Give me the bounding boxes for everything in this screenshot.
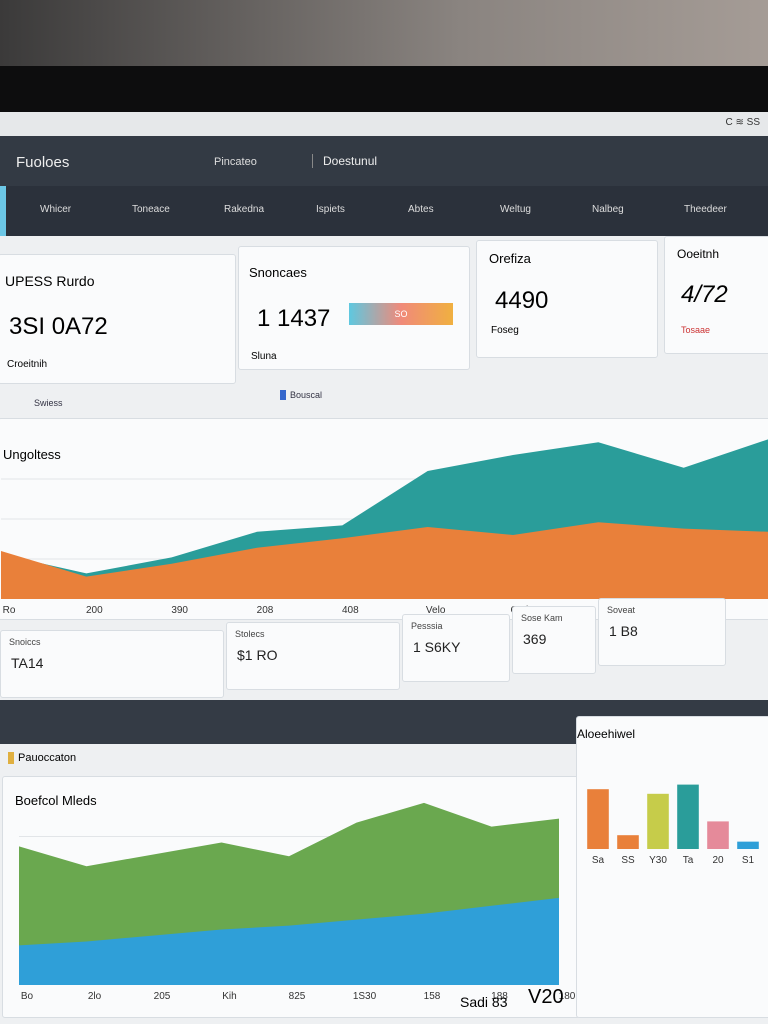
x-tick-label: Ta: [683, 855, 694, 866]
chart-title: Ungoltess: [3, 447, 61, 462]
x-tick-label: Sa: [592, 855, 605, 866]
card-caption: Tosaae: [681, 325, 711, 335]
kpi-value: 369: [523, 631, 547, 647]
bar: [617, 835, 639, 849]
bar: [587, 789, 609, 849]
x-tick-label: 1S30: [353, 991, 377, 1002]
footer-value: V20: [528, 986, 564, 1008]
panel: Aloeehiwel Sa SS Y30 Ta 20 S1: [576, 716, 768, 1018]
kpi-card: Stolecs $1 RO: [226, 622, 400, 690]
nav-item[interactable]: Whicer: [40, 204, 72, 215]
nav-item[interactable]: Ispiets: [316, 204, 345, 215]
card-title: UPESS Rurdo: [5, 273, 95, 289]
nav-item[interactable]: Theedeer: [684, 204, 727, 215]
background: [0, 0, 768, 66]
kpi-label: Sose Kam: [521, 613, 563, 623]
x-tick-label: 825: [289, 991, 306, 1002]
nav-item[interactable]: Weltug: [500, 204, 531, 215]
card: Snoncaes 1 1437 SO Sluna: [238, 246, 470, 370]
footer-text: Sadi 83: [460, 994, 508, 1010]
kpi-value: 1 S6KY: [413, 639, 461, 655]
bezel: [0, 66, 768, 112]
card-caption: Foseg: [491, 325, 519, 336]
status-text: C ≋ SS: [725, 117, 761, 128]
kpi-value: TA14: [11, 655, 44, 671]
area: [1, 522, 768, 599]
app-title: Fuoloes: [16, 154, 70, 171]
card-value: 1 1437: [257, 305, 331, 332]
card-value: 3SI 0A72: [9, 313, 108, 340]
kpi-value: 1 B8: [609, 623, 638, 639]
x-tick-label: Kih: [222, 991, 236, 1002]
card: Orefiza 4490 Foseg: [476, 240, 658, 358]
card: UPESS Rurdo 3SI 0A72 Croeitnih: [0, 254, 236, 384]
link[interactable]: Swiess: [34, 398, 63, 408]
x-tick-label: Ro: [3, 605, 16, 616]
card-caption: Croeitnih: [7, 359, 48, 370]
nav-bar: Whicer Toneace Rakedna Ispiets Abtes Weltug Na…: [0, 186, 768, 236]
card-value: 4490: [495, 287, 549, 314]
bar: [707, 821, 729, 849]
kpi-label: Soveat: [607, 605, 636, 615]
card-caption: Sluna: [251, 351, 277, 362]
x-tick-label: 200: [86, 605, 103, 616]
header: Fuoloes Pincateo Doestunul: [0, 136, 768, 186]
x-tick-label: 158: [424, 991, 441, 1002]
card: Ooeitnh 4/72 Tosaae: [664, 236, 768, 354]
card-value: 4/72: [681, 281, 728, 308]
kpi-card: Pesssia 1 S6KY: [402, 614, 510, 682]
panel: Boefcol Mleds Bo 2lo 205 Kih 825 1S30 158 188 18…: [2, 776, 580, 1018]
card-title: Orefiza: [489, 251, 531, 266]
x-tick-label: 188: [491, 991, 508, 1002]
kpi-label: Stolecs: [235, 629, 265, 639]
panel: Ungoltess Ro200390208408VeloCothCla20836…: [0, 418, 768, 620]
tab[interactable]: Pincateo: [214, 156, 257, 168]
chart: Sa SS Y30 Ta 20 S1: [587, 784, 759, 866]
x-tick-label: 408: [342, 605, 359, 616]
x-tick-label: 180: [559, 991, 576, 1002]
badge: SO: [349, 303, 453, 325]
x-tick-label: 20: [712, 855, 724, 866]
kpi-card: Sose Kam 369: [512, 606, 596, 674]
x-tick-label: Bo: [21, 991, 34, 1002]
x-tick-label: S1: [742, 855, 755, 866]
area: [19, 897, 559, 985]
nav-item[interactable]: Toneace: [132, 204, 170, 215]
x-tick-label: 390: [171, 605, 188, 616]
x-tick-label: Velo: [426, 605, 446, 616]
nav-item[interactable]: Nalbeg: [592, 204, 624, 215]
nav-item[interactable]: Rakedna: [224, 204, 265, 215]
tab[interactable]: Doestunul: [312, 154, 377, 168]
chart-title: Aloeehiwel: [577, 727, 636, 741]
status-bar: C ≋ SS: [0, 112, 768, 136]
x-tick-label: SS: [621, 855, 635, 866]
link[interactable]: Bouscal: [280, 390, 322, 400]
bar: [647, 793, 669, 849]
x-tick-label: Y30: [649, 855, 667, 866]
kpi-label: Snoiccs: [9, 637, 41, 647]
bar: [677, 784, 699, 849]
chart-title: Boefcol Mleds: [15, 793, 97, 808]
x-tick-label: 208: [257, 605, 274, 616]
kpi-card: Soveat 1 B8: [598, 598, 726, 666]
section-title: Pauoccaton: [8, 752, 76, 764]
card-title: Snoncaes: [249, 265, 307, 280]
kpi-card: Snoiccs TA14: [0, 630, 224, 698]
kpi-value: $1 RO: [237, 647, 278, 663]
card-title: Ooeitnh: [677, 247, 720, 261]
bar: [737, 841, 759, 849]
x-tick-label: 205: [154, 991, 171, 1002]
nav-item[interactable]: Abtes: [408, 204, 434, 215]
kpi-label: Pesssia: [411, 621, 443, 631]
x-tick-label: 2lo: [88, 991, 102, 1002]
chart: Ro200390208408VeloCothCla208360: [1, 439, 768, 616]
chart: Bo 2lo 205 Kih 825 1S30 158 188 180: [19, 802, 576, 1002]
